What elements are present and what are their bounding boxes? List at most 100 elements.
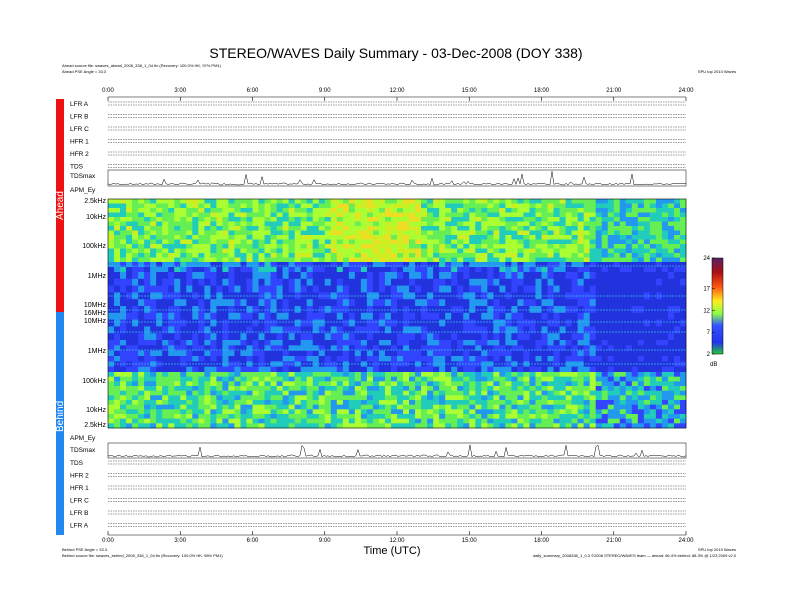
spectrogram-cell (403, 244, 410, 249)
spectrogram-cell (403, 414, 410, 419)
spectrogram-cell (529, 400, 536, 405)
spectrogram-cell (487, 404, 494, 410)
spectrogram-cell (529, 381, 536, 387)
spectrogram-cell (138, 208, 145, 213)
spectrogram-cell (469, 272, 476, 280)
spectrogram-cell (505, 390, 512, 396)
spectrogram-cell (433, 356, 440, 362)
spectrogram-cell (210, 381, 217, 387)
spectrogram-cell (114, 306, 121, 314)
spectrogram-cell (559, 418, 566, 424)
spectrogram-cell (336, 418, 344, 424)
spectrogram-cell (324, 381, 332, 387)
spectrogram-cell (192, 217, 199, 222)
spectrogram-cell (631, 199, 639, 204)
spectrogram-cell (120, 366, 127, 373)
spectrogram-cell (330, 285, 338, 293)
spectrogram-cell (282, 306, 289, 314)
spectrogram-cell (583, 386, 590, 391)
spectrogram-cell (445, 418, 452, 424)
spectrogram-cell (162, 423, 169, 429)
spectrogram-cell (114, 212, 121, 218)
spectrogram-cell (571, 272, 578, 280)
spectrogram-cell (589, 400, 596, 405)
spectrogram-cell (601, 386, 609, 391)
spectrogram-cell (360, 381, 368, 387)
spectrogram-cell (132, 257, 139, 263)
spectrogram-cell (511, 267, 518, 273)
spectrogram-cell (397, 244, 404, 249)
spectrogram-cell (198, 272, 205, 280)
spectrogram-cell (571, 390, 578, 396)
spectrogram-cell (306, 253, 314, 258)
spectrogram-cell (108, 345, 115, 351)
spectrogram-cell (517, 248, 524, 254)
spectrogram-cell (282, 257, 289, 263)
spectrogram-cell (673, 372, 681, 377)
spectrogram-cell (493, 253, 500, 258)
frequency-axis: 2.5kHz10kHz100kHz1MHz10MHz16MHz10MHz1MHz… (82, 198, 106, 429)
spectrogram-cell (252, 248, 259, 254)
spectrogram-cell (138, 199, 145, 204)
spectrogram-cell (336, 203, 344, 209)
spectrogram-cell (415, 299, 422, 307)
spectrogram-cell (469, 230, 476, 236)
spectrogram-cell (511, 221, 518, 227)
spectrogram-cell (433, 208, 440, 213)
spectrogram-cell (661, 319, 669, 327)
spectrogram-cell (204, 381, 211, 387)
spectrogram-cell (625, 356, 633, 362)
spectrogram-cell (372, 226, 380, 231)
spectrogram-cell (126, 340, 133, 346)
spectrogram-cell (541, 418, 548, 424)
spectrogram-cell (276, 312, 283, 320)
spectrogram-cell (318, 306, 326, 314)
spectrogram-cell (258, 203, 265, 209)
spectrogram-cell (625, 262, 633, 268)
spectrogram-cell (589, 319, 596, 327)
spectrogram-cell (535, 356, 542, 362)
spectrogram-cell (415, 409, 422, 415)
spectrogram-cell (535, 299, 542, 307)
spectrogram-cell (336, 404, 344, 410)
spectrogram-cell (384, 285, 392, 293)
spectrogram-cell (372, 239, 380, 245)
spectrogram-cell (252, 372, 259, 377)
spectrogram-cell (180, 217, 187, 222)
spectrogram-cell (192, 285, 199, 293)
spectrogram-cell (553, 230, 560, 236)
spectrogram-cell (372, 319, 380, 327)
spectrogram-cell (366, 285, 374, 293)
spectrogram-cell (210, 423, 217, 429)
spectrogram-cell (601, 199, 609, 204)
spectrogram-cell (487, 230, 494, 236)
spectrogram-cell (589, 395, 596, 401)
spectrogram-cell (595, 404, 603, 410)
spectrogram-cell (312, 326, 320, 334)
spectrogram-cell (330, 312, 338, 320)
spectrogram-cell (126, 390, 133, 396)
spectrogram-cell (174, 257, 181, 263)
spectrogram-cell (138, 253, 145, 258)
spectrogram-cell (511, 257, 518, 263)
ahead-side-bar (56, 99, 64, 312)
spectrogram-cell (547, 221, 554, 227)
spectrogram-cell (589, 221, 596, 227)
spectrogram-cell (631, 244, 639, 249)
spectrogram-cell (228, 278, 235, 286)
spectrogram-cell (294, 381, 301, 387)
spectrogram-cell (306, 340, 314, 346)
spectrogram-cell (583, 248, 590, 254)
spectrogram-cell (433, 230, 440, 236)
spectrogram-cell (439, 239, 446, 245)
spectrogram-cell (204, 404, 211, 410)
spectrogram-cell (282, 221, 289, 227)
spectrogram-cell (679, 404, 687, 410)
spectrogram-cell (643, 262, 651, 268)
spectrogram-cell (553, 409, 560, 415)
spectrogram-cell (511, 356, 518, 362)
spectrogram-cell (114, 395, 121, 401)
spectrogram-cell (481, 409, 488, 415)
spectrogram-cell (601, 208, 609, 213)
